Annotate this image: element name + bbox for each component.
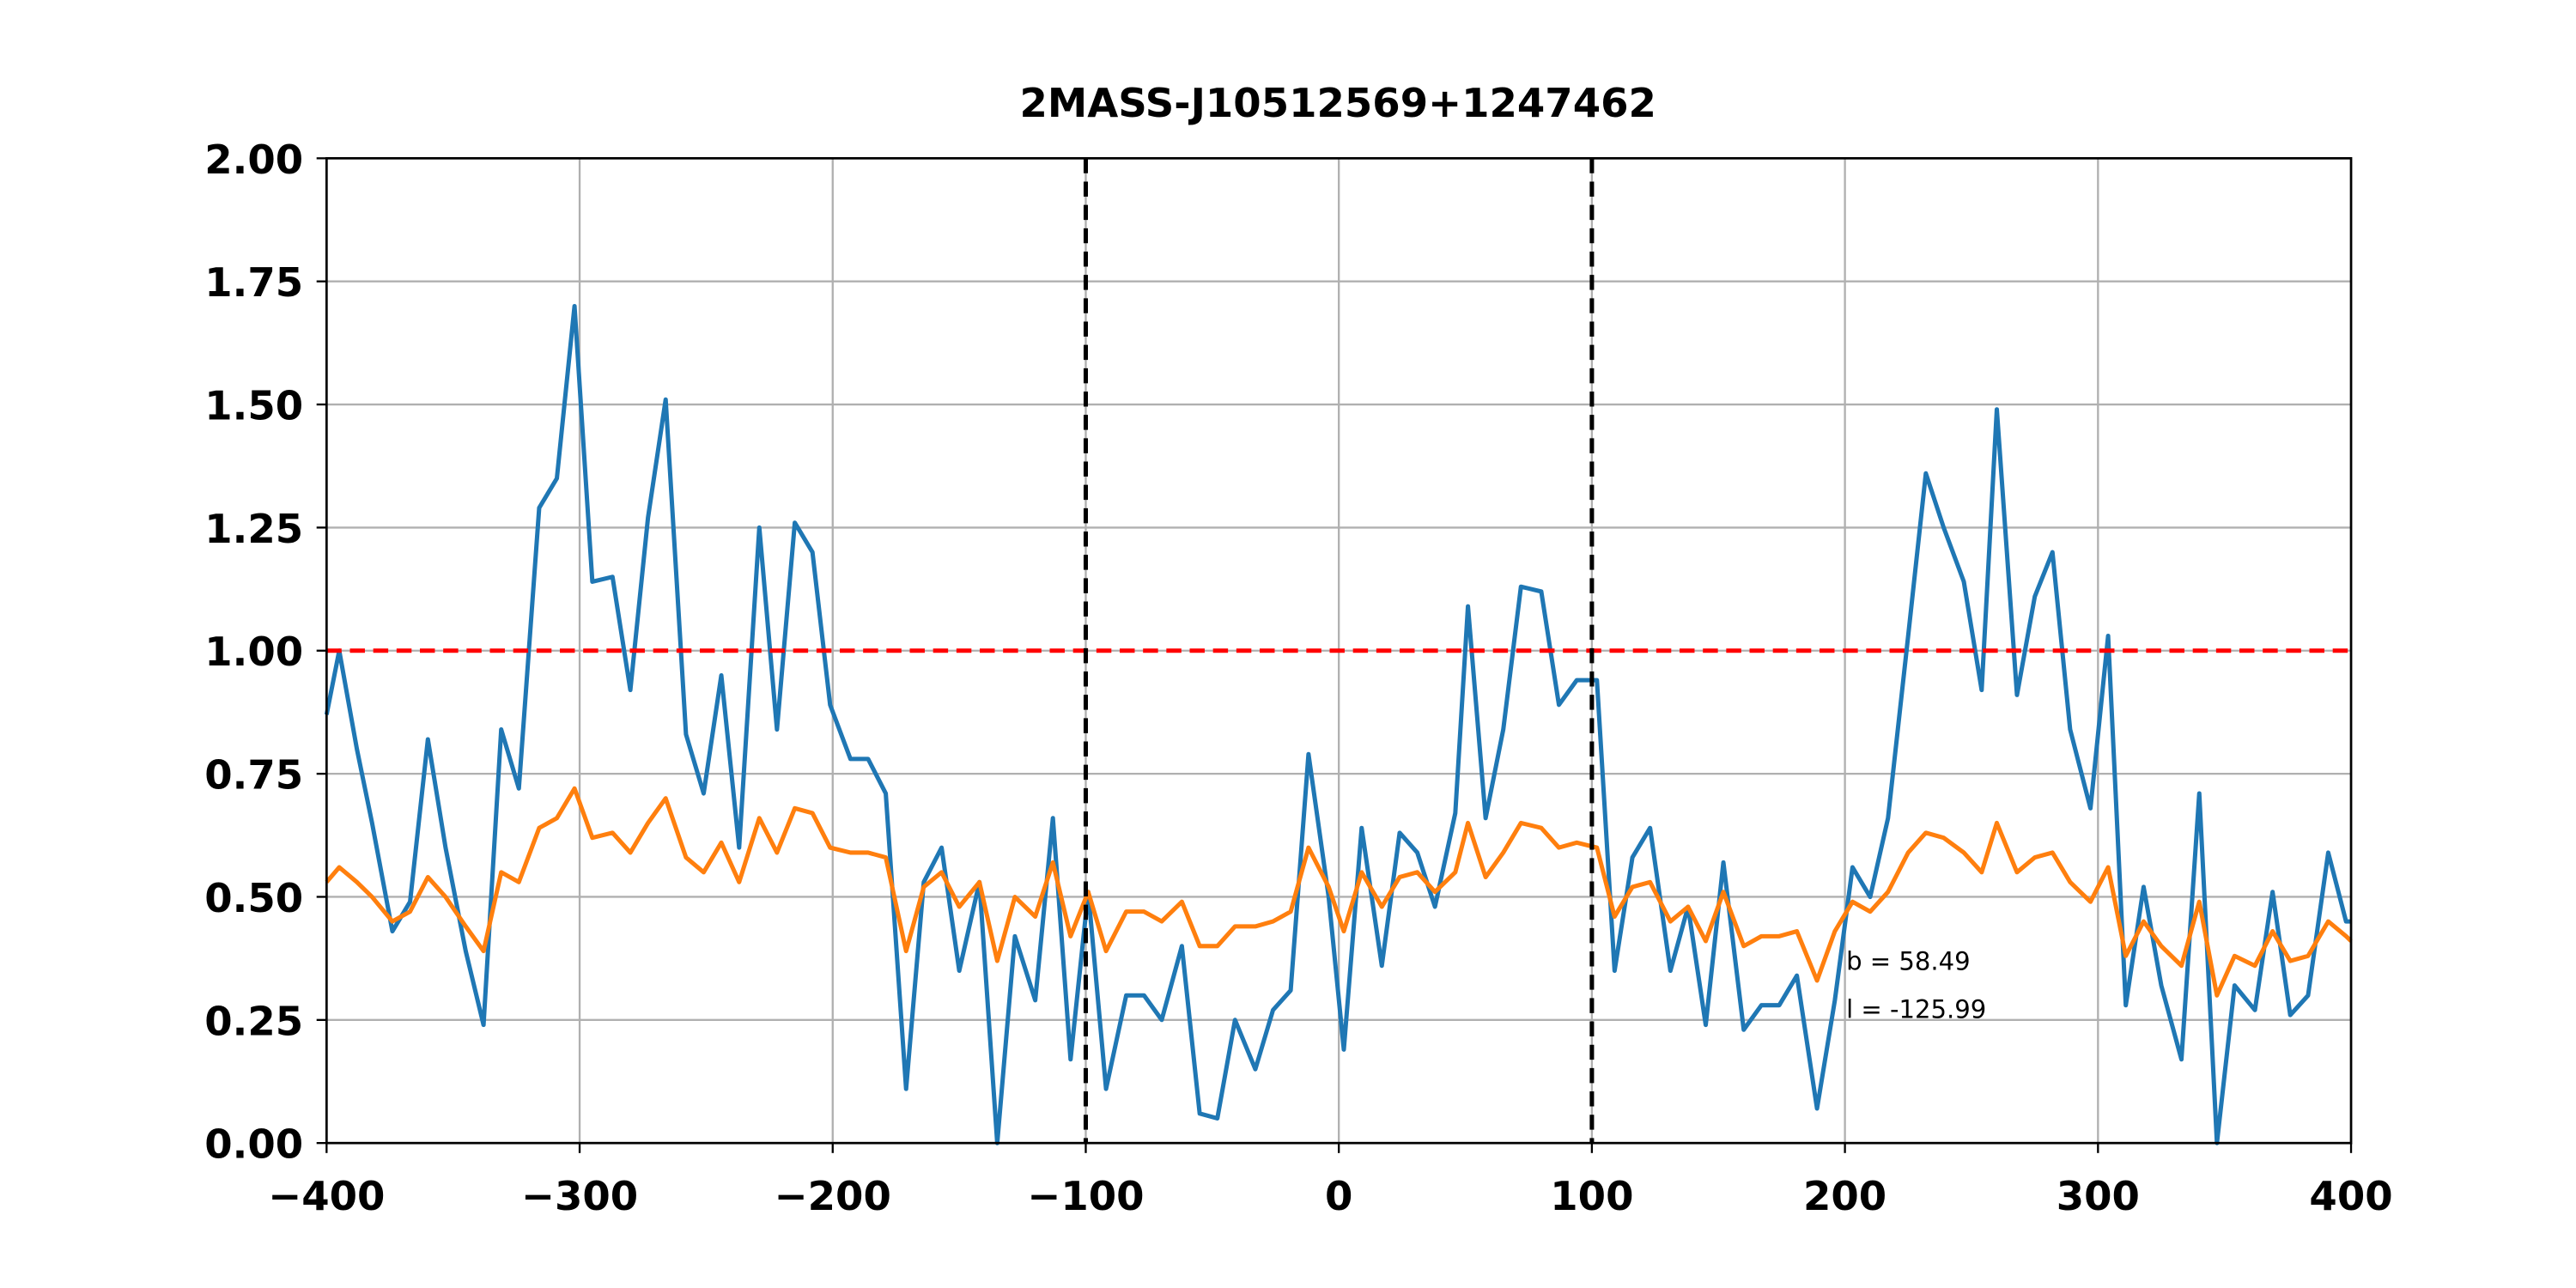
x-tick-label: 0: [1325, 1173, 1352, 1219]
y-tick-label: 2.00: [204, 137, 303, 183]
series-line: [325, 786, 2353, 998]
x-tick-label: −200: [775, 1173, 891, 1219]
y-tick-label: 0.00: [204, 1121, 303, 1168]
x-tick-label: 200: [1803, 1173, 1886, 1219]
x-tick-label: 400: [2309, 1173, 2392, 1219]
y-tick-label: 1.25: [204, 506, 303, 552]
x-tick-label: 300: [2057, 1173, 2140, 1219]
x-tick-label: −400: [268, 1173, 385, 1219]
chart-title: 2MASS-J10512569+1247462: [1020, 80, 1656, 126]
plot-frame: [325, 156, 2353, 1145]
y-tick-label: 0.50: [204, 875, 303, 921]
y-tick-label: 1.00: [204, 629, 303, 675]
y-tick-label: 1.50: [204, 383, 303, 429]
x-tick-label: −100: [1027, 1173, 1144, 1219]
y-tick-label: 0.25: [204, 998, 303, 1044]
y-tick-label: 0.75: [204, 752, 303, 799]
y-tick-label: 1.75: [204, 259, 303, 306]
annotation: l = -125.99: [1846, 995, 1986, 1024]
series-line: [324, 303, 2352, 1145]
annotation: b = 58.49: [1846, 946, 1971, 975]
x-tick-label: −300: [521, 1173, 638, 1219]
x-tick-label: 100: [1550, 1173, 1633, 1219]
